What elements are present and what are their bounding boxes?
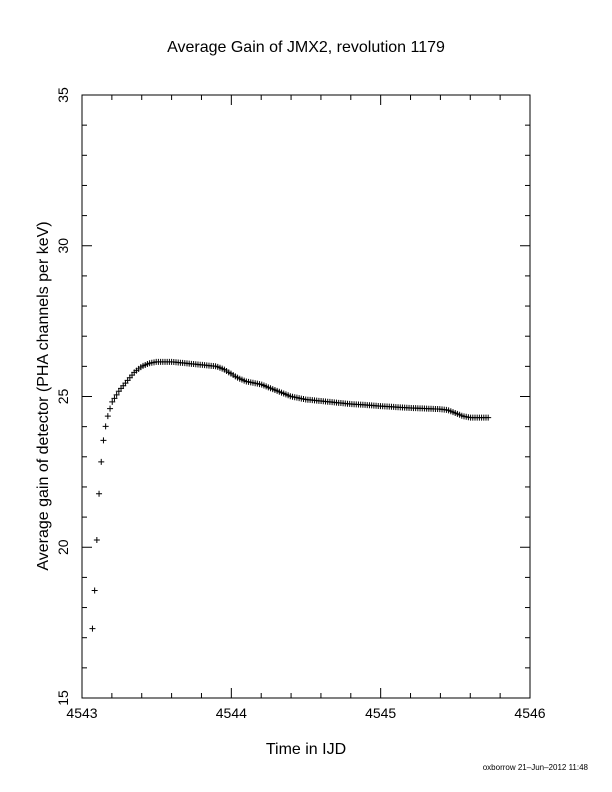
x-tick-label: 4543: [66, 705, 97, 721]
data-point: [96, 490, 103, 497]
y-tick-label: 30: [55, 238, 71, 254]
data-point: [91, 587, 98, 594]
data-point: [107, 405, 114, 412]
y-tick-labels: 15 20 25 30 35: [55, 87, 71, 706]
y-tick-label: 20: [55, 539, 71, 555]
data-point: [485, 414, 492, 421]
x-tick-label: 4545: [365, 705, 396, 721]
axis-ticks: [81, 94, 531, 699]
x-tick-labels: 4543 4544 4545 4546: [66, 705, 545, 721]
x-tick-label: 4544: [216, 705, 247, 721]
data-point: [100, 437, 107, 444]
y-axis-label: Average gain of detector (PHA channels p…: [35, 221, 52, 570]
y-tick-label: 15: [55, 690, 71, 706]
data-point: [102, 423, 109, 430]
chart-title: Average Gain of JMX2, revolution 1179: [167, 39, 445, 56]
y-tick-label: 35: [55, 87, 71, 103]
data-point: [93, 537, 100, 544]
data-point: [89, 625, 96, 632]
data-points: [89, 358, 492, 632]
data-point: [109, 398, 116, 405]
data-point: [104, 413, 111, 420]
data-point: [111, 395, 118, 402]
data-point: [113, 391, 120, 398]
x-axis-label: Time in IJD: [266, 741, 346, 758]
y-tick-label: 25: [55, 389, 71, 405]
x-tick-label: 4546: [514, 705, 545, 721]
data-point: [98, 458, 105, 465]
footer-credit: oxborrow 21–Jun–2012 11:48: [483, 763, 589, 772]
